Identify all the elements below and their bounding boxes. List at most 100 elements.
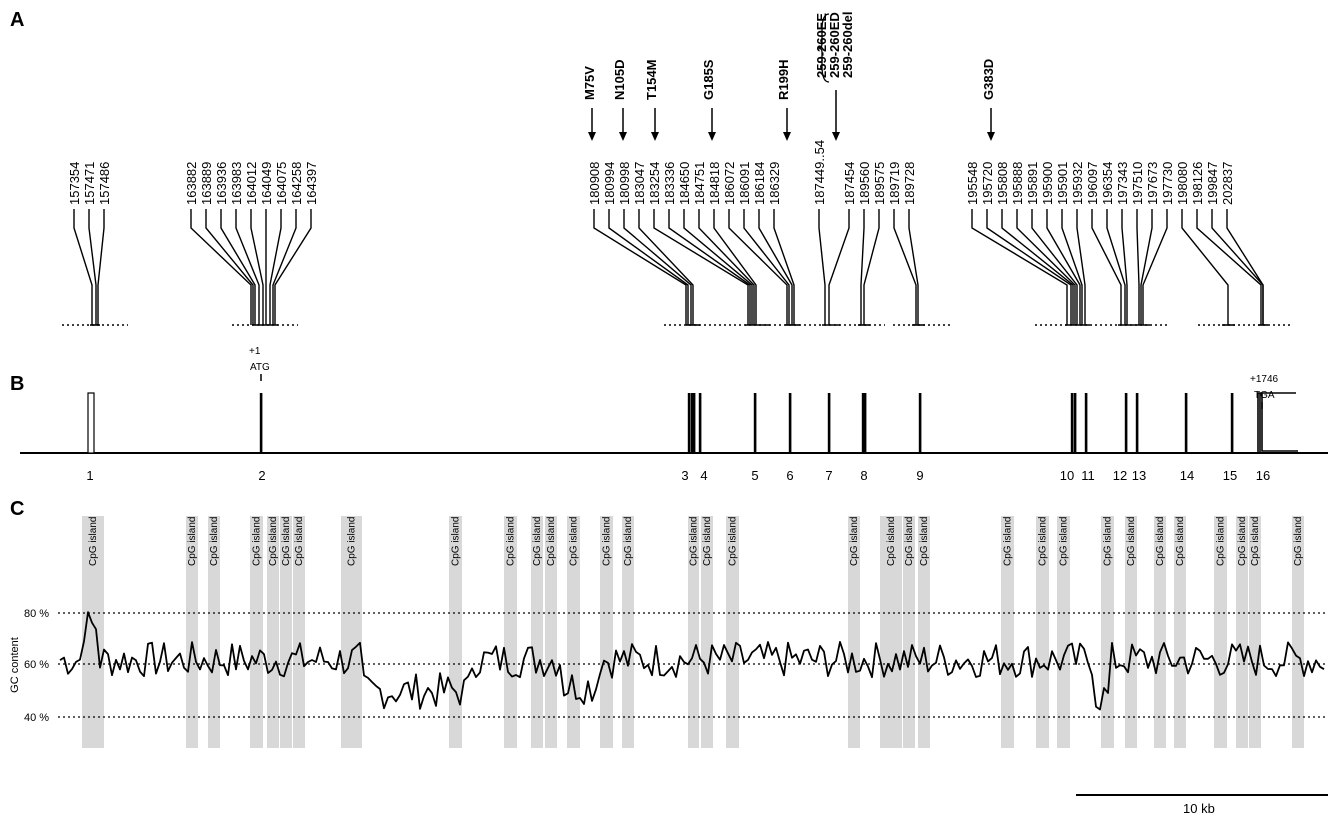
position-leader-line xyxy=(668,209,751,325)
exon-number-label: 10 xyxy=(1060,468,1074,483)
cpg-island-band xyxy=(545,516,557,748)
position-label: 164075 xyxy=(274,162,289,205)
cpg-island-band xyxy=(1214,516,1227,748)
position-label: 163882 xyxy=(184,162,199,205)
panel-a-letter: A xyxy=(10,9,24,31)
cpg-island-label: CpG island xyxy=(728,517,739,566)
position-label: 163889 xyxy=(199,162,214,205)
cpg-island-label: CpG island xyxy=(602,517,613,566)
exon-block xyxy=(1070,393,1074,453)
position-leader-line xyxy=(713,209,757,325)
mutation-arrowhead xyxy=(832,132,840,141)
cpg-island-label: CpG island xyxy=(1103,517,1114,566)
exon-block xyxy=(788,393,792,453)
position-leader-line xyxy=(623,209,692,325)
cpg-island-band xyxy=(280,516,292,748)
position-leader-line xyxy=(1106,209,1126,325)
cpg-island-label: CpG island xyxy=(904,517,915,566)
mutation-arrowhead xyxy=(708,132,716,141)
cpg-island-label: CpG island xyxy=(1237,517,1248,566)
position-leader-line xyxy=(653,209,749,325)
cpg-island-label: CpG island xyxy=(1003,517,1014,566)
position-label: 164049 xyxy=(259,162,274,205)
cpg-island-label: CpG island xyxy=(1126,517,1137,566)
cpg-island-label: CpG island xyxy=(1250,517,1261,566)
position-label: 197730 xyxy=(1160,162,1175,205)
position-leader-line xyxy=(274,209,312,325)
position-leader-line xyxy=(863,209,880,325)
exon-number-label: 11 xyxy=(1081,468,1095,483)
cpg-island-label: CpG island xyxy=(1038,517,1049,566)
cpg-island-band xyxy=(1057,516,1070,748)
position-leader-line xyxy=(828,209,850,325)
cpg-island-band xyxy=(1249,516,1261,748)
position-label: 163936 xyxy=(214,162,229,205)
position-label: 198080 xyxy=(1175,162,1190,205)
cpg-island-band xyxy=(82,516,104,748)
scale-bar-label: 10 kb xyxy=(1183,801,1215,816)
cpg-island-label: CpG island xyxy=(1293,517,1304,566)
cpg-island-band xyxy=(567,516,580,748)
cpg-island-label: CpG island xyxy=(281,517,292,566)
position-leader-line xyxy=(1016,209,1076,325)
y-tick-40: 40 % xyxy=(24,712,49,724)
position-label: 189575 xyxy=(872,162,887,205)
cpg-island-label: CpG island xyxy=(849,517,860,566)
position-label: 180994 xyxy=(602,162,617,205)
position-leader-line xyxy=(269,209,282,325)
position-label: 180998 xyxy=(617,162,632,205)
cpg-island-label: CpG island xyxy=(187,517,198,566)
position-leader-line xyxy=(1140,209,1153,325)
position-leader-line xyxy=(1211,209,1264,325)
cpg-island-label: CpG island xyxy=(1216,517,1227,566)
position-label: 187454 xyxy=(842,162,857,205)
cpg-island-label: CpG island xyxy=(294,517,305,566)
mutation-label: 259-260del xyxy=(840,12,855,79)
position-label: 186329 xyxy=(767,162,782,205)
exon-block xyxy=(827,393,831,453)
position-label: 157471 xyxy=(82,162,97,205)
cpg-island-band xyxy=(701,516,713,748)
position-label: 157486 xyxy=(97,162,112,205)
exon-number-label: 16 xyxy=(1256,468,1270,483)
position-leader-line xyxy=(250,209,264,325)
position-leader-line xyxy=(1142,209,1168,325)
position-label: 164397 xyxy=(304,162,319,205)
y-tick-80: 80 % xyxy=(24,608,49,620)
exon-number-label: 1 xyxy=(86,468,93,483)
position-label: 195888 xyxy=(1010,162,1025,205)
cpg-island-label: CpG island xyxy=(347,517,358,566)
position-leader-line xyxy=(205,209,254,325)
panel-b-letter: B xyxy=(10,373,24,395)
exon-number-label: 8 xyxy=(860,468,867,483)
position-label: 164012 xyxy=(244,162,259,205)
position-leader-line xyxy=(683,209,753,325)
cpg-island-label: CpG island xyxy=(886,517,897,566)
exon-numbers: 1 2 3 4 5 6 7 8 9 10 11 12 13 14 15 16 xyxy=(86,468,1270,483)
cpg-island-band xyxy=(531,516,543,748)
exon-number-label: 6 xyxy=(786,468,793,483)
cpg-island-label: CpG island xyxy=(1155,517,1166,566)
position-label: 184650 xyxy=(677,162,692,205)
position-label: 195900 xyxy=(1040,162,1055,205)
exon-block xyxy=(1184,393,1188,453)
position-label: 195891 xyxy=(1025,162,1040,205)
cpg-island-label: CpG island xyxy=(506,517,517,566)
panel-c-letter: C xyxy=(10,498,24,520)
exon-block xyxy=(259,393,263,453)
exon-block xyxy=(692,393,696,453)
exon-1-noncoding xyxy=(87,392,95,454)
position-leader-line xyxy=(1136,209,1140,325)
cpg-island-band xyxy=(726,516,739,748)
cpg-island-label: CpG island xyxy=(1175,517,1186,566)
cpg-island-band xyxy=(1001,516,1014,748)
mutation-arrowhead xyxy=(588,132,596,141)
position-leader-line xyxy=(272,209,297,325)
cpg-island-label: CpG island xyxy=(689,517,700,566)
exon-number-label: 4 xyxy=(700,468,707,483)
position-leader-line xyxy=(1046,209,1081,325)
position-leader-line xyxy=(593,209,687,325)
exon-block xyxy=(918,393,922,453)
position-label: 157354 xyxy=(67,162,82,205)
position-leader-line xyxy=(1121,209,1128,325)
